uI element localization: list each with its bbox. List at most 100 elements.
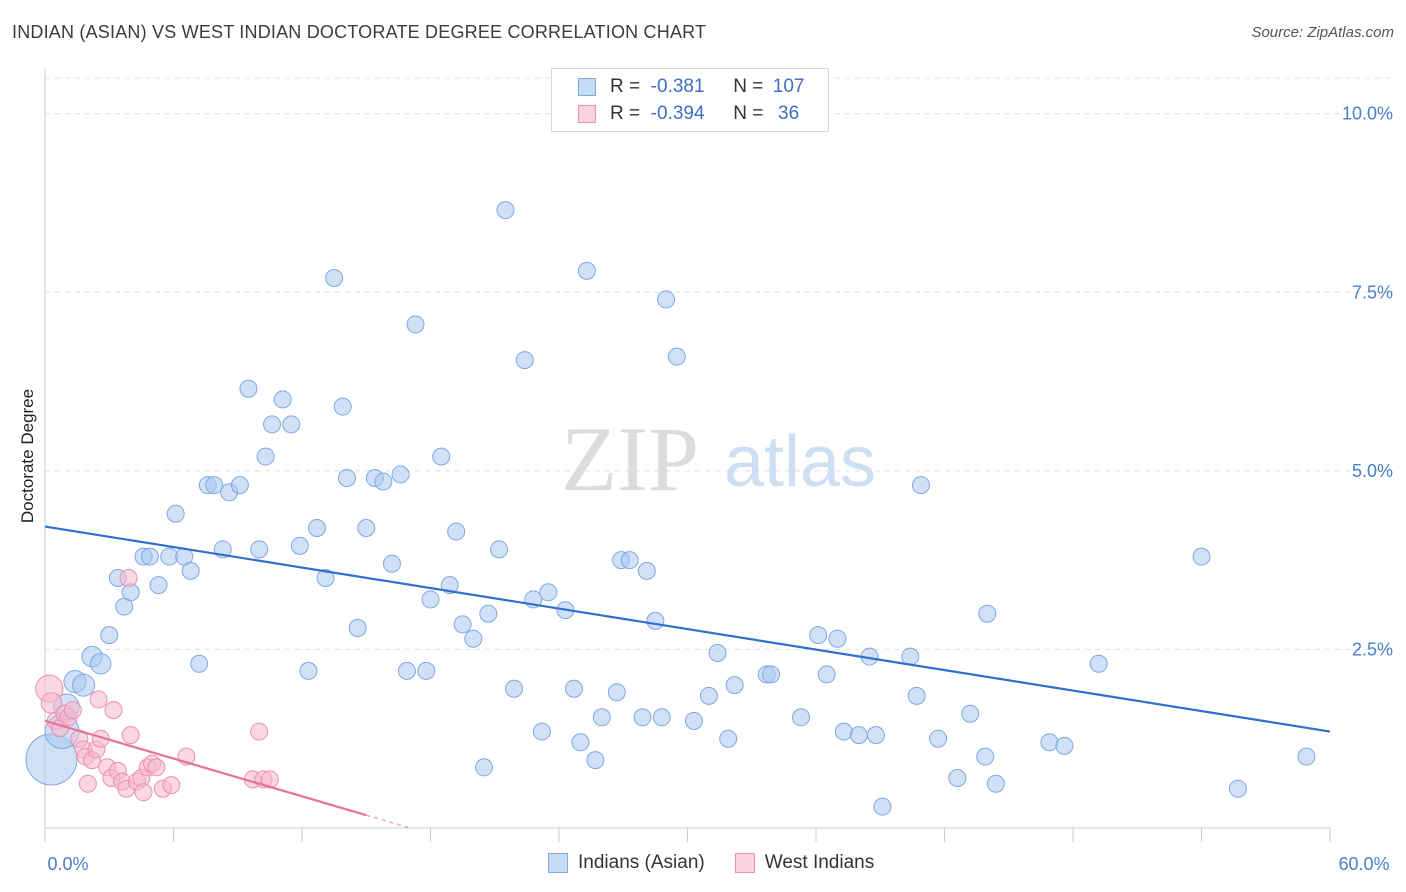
data-point — [1089, 654, 1108, 673]
data-point — [586, 751, 605, 770]
legend-r-value: -0.381 — [650, 76, 705, 97]
series-legend-indians-asian[interactable]: Indians (Asian) — [548, 852, 705, 874]
series-west-indians — [35, 569, 279, 802]
data-point — [282, 415, 301, 434]
chart-title: INDIAN (ASIAN) VS WEST INDIAN DOCTORATE … — [12, 22, 707, 42]
data-point — [652, 708, 671, 727]
data-point — [571, 733, 590, 752]
data-point — [496, 201, 515, 220]
series-label: West Indians — [764, 852, 875, 873]
source-label: Source: ZipAtlas.com — [1251, 24, 1394, 41]
data-point — [708, 644, 727, 662]
series-label: Indians (Asian) — [578, 852, 705, 873]
data-point — [464, 629, 483, 648]
data-point — [607, 683, 626, 702]
data-point — [89, 690, 108, 709]
data-point — [637, 561, 656, 580]
data-point — [239, 379, 258, 398]
series-legend: Indians (Asian) West Indians — [548, 852, 904, 874]
y-tick-label: 10.0% — [1342, 104, 1393, 124]
watermark: ZIP atlas — [561, 408, 876, 510]
data-point — [948, 769, 967, 787]
data-point — [119, 569, 138, 587]
legend-n-value: 107 — [772, 76, 805, 97]
data-point — [719, 729, 738, 748]
data-point — [873, 797, 892, 816]
y-axis-label: Doctorate Degree — [18, 389, 37, 523]
data-point — [263, 415, 282, 434]
data-point — [834, 722, 853, 741]
data-point — [333, 397, 352, 416]
data-point — [421, 590, 440, 609]
data-point — [475, 758, 494, 777]
data-point — [89, 653, 112, 675]
data-point — [374, 472, 393, 491]
data-point — [592, 708, 611, 727]
data-point — [453, 615, 472, 634]
data-point — [532, 722, 551, 741]
data-point — [762, 665, 781, 684]
data-point — [515, 351, 534, 370]
legend-swatch-blue — [548, 853, 568, 873]
data-point — [406, 315, 425, 334]
legend-n-label: N = — [733, 76, 764, 97]
data-point — [273, 390, 292, 409]
data-point — [1192, 547, 1211, 566]
data-point — [63, 701, 82, 720]
data-point — [100, 626, 119, 645]
data-point — [577, 261, 596, 280]
data-point — [78, 774, 97, 793]
legend-r-label: R = — [610, 103, 641, 124]
data-point — [792, 708, 811, 727]
trend-line-west-indians — [44, 719, 367, 817]
data-point — [325, 269, 344, 287]
data-point — [72, 673, 96, 697]
trend-line-indians-asian — [44, 525, 1331, 733]
data-point — [190, 654, 209, 673]
data-point — [160, 547, 179, 566]
grid-lines — [45, 77, 1392, 650]
legend-swatch-pink — [734, 853, 755, 873]
data-point — [147, 758, 166, 777]
data-point — [140, 547, 159, 566]
legend-n-label: N = — [733, 103, 764, 124]
data-point — [657, 290, 676, 309]
data-point — [391, 465, 410, 484]
data-point — [357, 519, 376, 537]
data-point — [181, 561, 200, 580]
series-legend-west-indians[interactable]: West Indians — [734, 852, 875, 874]
watermark-atlas: atlas — [724, 422, 876, 502]
data-point — [929, 729, 948, 748]
data-point — [633, 708, 652, 727]
data-point — [432, 447, 451, 466]
legend-swatch-pink — [578, 105, 596, 123]
data-point — [849, 726, 868, 745]
data-point — [250, 722, 269, 741]
data-point — [725, 676, 744, 695]
data-point — [149, 576, 168, 595]
data-point — [348, 619, 367, 637]
data-point — [646, 611, 665, 630]
data-point — [539, 583, 558, 602]
x-tick-label: 0.0% — [47, 854, 88, 874]
data-point — [205, 476, 224, 495]
data-point — [828, 629, 847, 648]
legend-r-label: R = — [610, 76, 641, 97]
data-point — [299, 661, 318, 680]
y-tick-label: 2.5% — [1352, 639, 1393, 659]
data-point — [817, 665, 836, 684]
legend-row-west-indians: R = -0.394 N = 36 — [578, 102, 809, 126]
legend-swatch-blue — [578, 78, 596, 96]
data-point — [490, 540, 509, 559]
legend-r-value: -0.394 — [650, 103, 705, 124]
data-point — [978, 604, 997, 623]
watermark-zip: ZIP — [561, 408, 699, 510]
data-point — [986, 774, 1005, 793]
data-point — [104, 701, 123, 720]
x-tick-label: 60.0% — [1338, 854, 1389, 874]
data-point — [162, 776, 181, 795]
data-point — [256, 447, 275, 466]
legend-n-value: 36 — [778, 103, 800, 124]
data-point — [250, 540, 269, 559]
